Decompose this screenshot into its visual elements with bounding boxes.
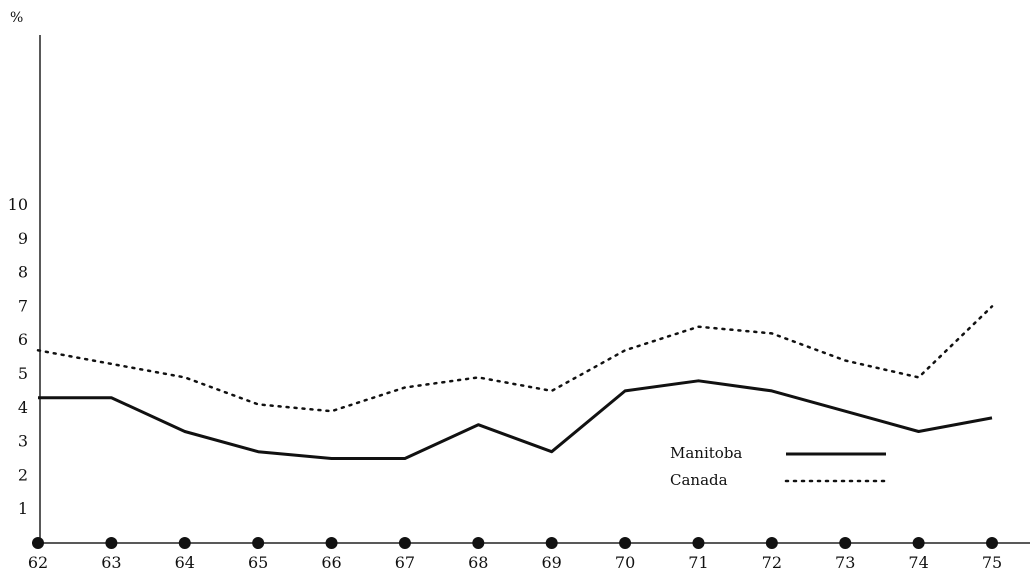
x-tick-label: 73 bbox=[835, 553, 855, 572]
y-tick-label: 10 bbox=[8, 195, 28, 214]
x-axis-marker bbox=[472, 537, 485, 549]
axes bbox=[32, 35, 1030, 544]
x-tick-label: 62 bbox=[28, 553, 48, 572]
x-axis-marker bbox=[32, 537, 44, 549]
y-tick-label: 9 bbox=[18, 229, 28, 248]
x-axis-marker bbox=[692, 537, 705, 549]
y-tick-labels: 1 2 3 4 5 6 7 8 9 10 bbox=[8, 195, 28, 518]
x-axis-marker bbox=[105, 537, 118, 549]
y-axis-unit-label: % bbox=[10, 10, 23, 26]
x-tick-label: 74 bbox=[908, 553, 928, 572]
x-tick-label: 64 bbox=[175, 553, 195, 572]
x-axis-marker bbox=[325, 537, 338, 549]
x-tick-label: 66 bbox=[321, 553, 341, 572]
y-tick-label: 1 bbox=[18, 499, 28, 518]
x-tick-label: 63 bbox=[101, 553, 121, 572]
x-tick-labels: 62 63 64 65 66 67 68 69 70 71 72 73 74 75 bbox=[28, 553, 1002, 572]
x-axis-marker bbox=[619, 537, 632, 549]
y-tick-label: 2 bbox=[18, 465, 28, 484]
y-tick-label: 3 bbox=[18, 432, 28, 451]
legend-label-manitoba: Manitoba bbox=[670, 444, 742, 462]
x-tick-label: 69 bbox=[542, 553, 562, 572]
x-axis-marker bbox=[986, 537, 998, 549]
series-layer bbox=[36, 305, 994, 460]
x-axis-marker bbox=[398, 537, 411, 549]
x-tick-label: 71 bbox=[688, 553, 708, 572]
series-line-canada bbox=[36, 305, 994, 413]
x-tick-label: 70 bbox=[615, 553, 635, 572]
series-line-manitoba bbox=[38, 379, 993, 460]
x-axis-marker bbox=[765, 537, 778, 549]
x-axis-marker bbox=[252, 537, 265, 549]
y-tick-label: 4 bbox=[18, 398, 28, 417]
legend: Manitoba Canada bbox=[670, 444, 888, 489]
x-axis-marker bbox=[178, 537, 191, 549]
x-axis-marker bbox=[839, 537, 852, 549]
x-axis-markers bbox=[32, 537, 998, 549]
x-axis-marker bbox=[545, 537, 558, 549]
y-tick-label: 6 bbox=[18, 330, 28, 349]
legend-label-canada: Canada bbox=[670, 471, 728, 489]
x-axis-marker bbox=[912, 537, 925, 549]
x-tick-label: 72 bbox=[762, 553, 782, 572]
x-tick-label: 65 bbox=[248, 553, 268, 572]
y-tick-label: 8 bbox=[18, 263, 28, 282]
x-tick-label: 67 bbox=[395, 553, 415, 572]
x-tick-label: 68 bbox=[468, 553, 488, 572]
y-tick-label: 5 bbox=[18, 364, 28, 383]
x-tick-label: 75 bbox=[982, 553, 1002, 572]
y-tick-label: 7 bbox=[18, 296, 28, 315]
